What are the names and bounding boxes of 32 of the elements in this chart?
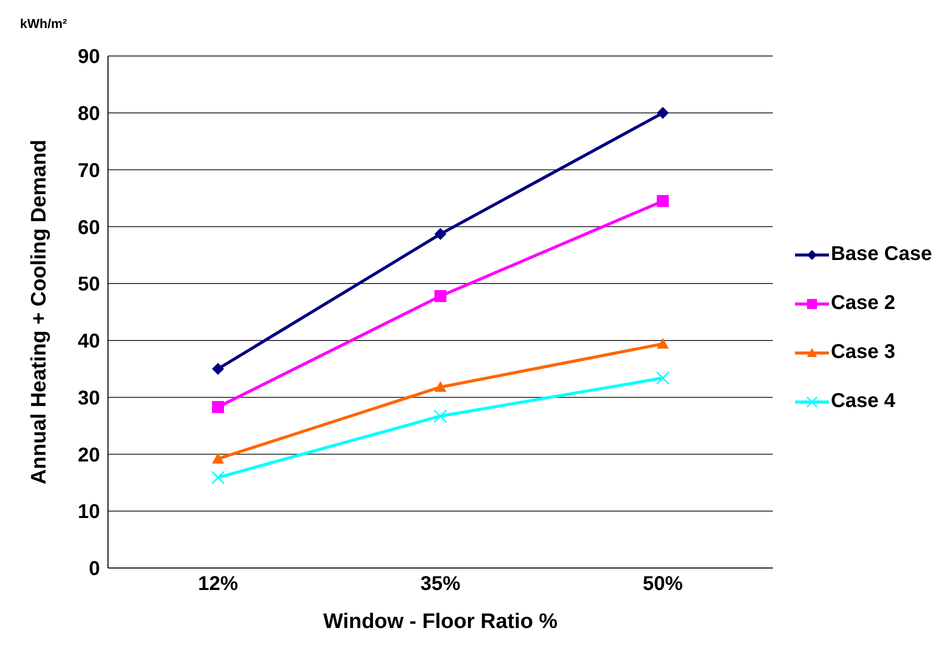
point	[211, 470, 225, 484]
y-axis-title: Annual Heating + Cooling Demand	[27, 140, 50, 484]
point	[212, 362, 224, 375]
x-tick-label: 50%	[642, 573, 684, 596]
legend-label: Case 4	[830, 390, 896, 413]
point	[656, 338, 669, 349]
point	[656, 106, 669, 119]
y-tick-label: 70	[78, 160, 100, 182]
point	[656, 195, 669, 208]
point	[212, 401, 224, 414]
legend-label: Base Case	[830, 243, 932, 266]
point	[434, 290, 446, 302]
legend-label: Case 3	[830, 341, 896, 364]
y-tick-label: 40	[78, 330, 100, 353]
point	[434, 228, 446, 240]
y-tick-label: 50	[78, 274, 100, 296]
text: kWh/m²	[20, 16, 67, 31]
x-tick-label: 35%	[420, 573, 461, 596]
legend-label: Case 2	[830, 292, 896, 315]
y-tick-label: 80	[78, 102, 100, 125]
y-tick-label: 10	[78, 501, 100, 524]
x-tick-label: 12%	[198, 573, 238, 596]
y-tick-label: 0	[88, 558, 100, 580]
y-tick-label: 60	[78, 216, 100, 239]
y-tick-label: 20	[78, 444, 100, 466]
x-axis-title: Window - Floor Ratio %	[323, 610, 558, 633]
y-tick-label: 30	[78, 387, 100, 410]
y-tick-label: 90	[78, 46, 100, 68]
point	[434, 409, 448, 423]
point	[434, 381, 446, 392]
point	[212, 452, 224, 464]
point	[656, 371, 670, 385]
